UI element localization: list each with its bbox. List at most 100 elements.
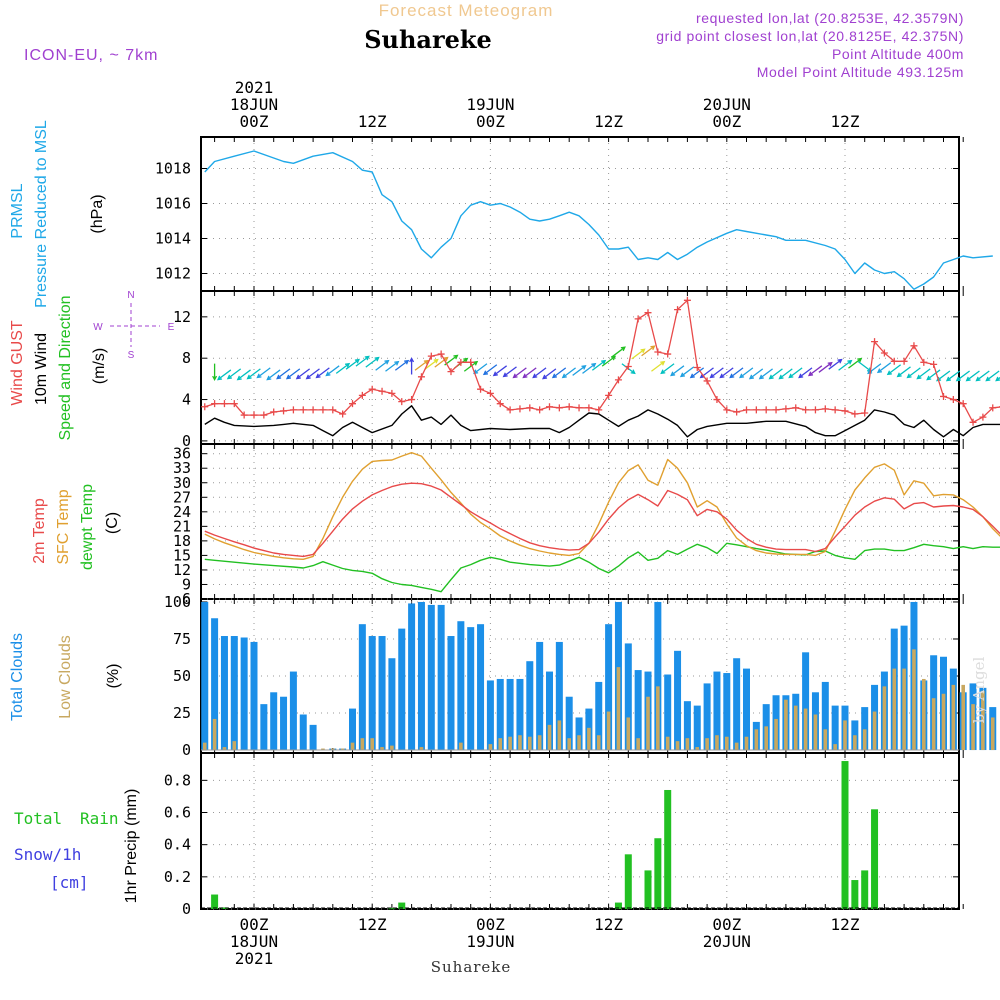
prmsl-label: PRMSL [9,183,26,238]
value-tick-label: 1012 [155,265,191,283]
bottom-time-label: 12Z [358,915,387,934]
gust-point-marker [703,377,711,385]
compass-north: N [127,290,134,301]
low-cloud-bar [754,729,759,751]
wind-direction-arrow [572,364,587,376]
low-cloud-bar [764,726,768,751]
pressure-plot: 1012 1014 1016 1018 [155,150,993,290]
total-cloud-bar [299,714,307,751]
hpa-unit-label: (hPa) [89,194,106,233]
low-cloud-bar [941,693,946,751]
rain-bar [211,894,219,909]
gust-point-marker [575,404,583,412]
rain-bar [654,838,662,909]
low-cloud-bar [606,711,611,751]
gust-point-marker [664,350,672,358]
value-tick-label: 25 [173,704,191,722]
total-cloud-bar [486,680,494,751]
low-cloud-bar [547,724,552,751]
gust-point-marker [910,342,918,350]
low-cloud-bar [626,717,631,751]
wind-direction-arrow [502,366,517,378]
low-cloud-bar [340,748,345,751]
rain-bar [398,902,406,909]
gust-point-marker [260,411,268,419]
total-cloud-bar [546,671,553,751]
total-cloud-bar [802,652,810,751]
total-cloud-bar [605,624,613,751]
total-cloud-bar [398,628,406,751]
wind-direction-arrow [778,368,793,380]
wind-direction-arrow [729,367,744,379]
wind-speed-direction-label: Speed and Direction [57,296,74,441]
wind-direction-arrow [285,368,301,380]
gust-point-marker [802,406,810,414]
gust-point-marker [240,411,248,419]
total-cloud-bar [467,627,475,751]
gust-point-marker [447,368,455,376]
wind-panel-labels: Wind GUST 10m Wind Speed and Direction (… [9,290,175,440]
sfc-temp-line [204,452,1000,560]
rain-bar [220,907,228,909]
chart-title: Forecast Meteogram [379,1,554,20]
value-tick-label: 4 [182,391,191,409]
total-cloud-bar [349,708,356,751]
wind-direction-arrow [561,367,576,379]
low-cloud-bar [971,704,975,751]
gust-point-marker [605,391,613,399]
wind-direction-arrow [689,367,705,379]
clouds-plot: 0 25 50 75 100 [164,593,997,759]
gust-point-marker [388,389,396,397]
ms-unit-label: (m/s) [91,348,108,384]
value-tick-label: 75 [173,630,191,648]
wind-direction-arrow [542,368,557,380]
value-tick-label: 6 [182,590,191,608]
total-cloud-bar [427,604,435,751]
low-cloud-bar [596,735,601,751]
pressure-panel-labels: PRMSL Pressure Reduced to MSL (hPa) [9,120,106,308]
value-tick-label: 12 [173,308,191,326]
wind-direction-arrow [522,367,537,379]
low-cloud-bar [616,667,621,751]
wind-direction-arrow [424,358,439,370]
wind-direction-arrow [482,364,498,376]
total-cloud-bar [654,601,662,751]
low-cloud-bar [803,708,808,751]
gust-point-marker [654,348,662,356]
total-cloud-bar [220,636,228,751]
total-cloud-bar [733,658,741,751]
low-cloud-bar [528,736,532,751]
gust-point-marker [969,418,977,426]
low-cloud-bar [912,649,916,751]
wind-direction-arrow [985,370,1000,382]
gust-point-marker [811,406,819,414]
low-cloud-bar [360,738,365,751]
wind-direction-arrow [995,376,1000,382]
total-cloud-bar [358,624,366,751]
low-cloud-bar [843,720,847,751]
wind-direction-arrow [719,367,734,379]
total-clouds-label: Total Clouds [9,633,26,721]
gust-point-marker [930,360,938,368]
bottom-time-label: 12Z [594,915,623,934]
wind-direction-arrow [492,365,508,377]
low-cloud-bar [981,690,985,751]
gust-point-marker [270,408,278,416]
compass-east: E [168,322,175,333]
gust-point-marker [851,410,859,418]
total-cloud-bar [743,668,750,751]
rain-bar [624,854,632,909]
gust-point-marker [762,406,770,414]
wind-direction-arrow [758,368,773,380]
point-altitude: Point Altitude 400m [832,46,964,62]
total-cloud-bar [506,678,514,751]
total-cloud-bar [437,604,445,751]
total-cloud-bar [555,641,563,751]
value-tick-label: 15 [173,546,191,564]
gust-point-marker [289,406,297,414]
bottom-time-label: 2021 [235,949,274,968]
total-cloud-bar [309,724,317,751]
wind-direction-arrow [512,367,527,379]
